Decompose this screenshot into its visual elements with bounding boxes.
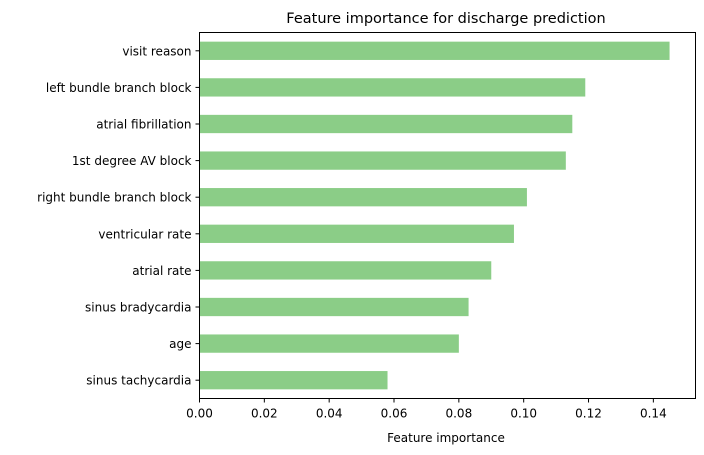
- y-tick-label-age: age: [169, 337, 191, 351]
- y-tick-label-ventricular-rate: ventricular rate: [98, 227, 191, 241]
- bar-ventricular-rate: [199, 224, 514, 243]
- x-tick-label: 0.08: [445, 407, 472, 421]
- x-tick-label: 0.06: [381, 407, 408, 421]
- y-tick-label-atrial-fibrillation: atrial fibrillation: [96, 118, 191, 132]
- y-axis-ticks: visit reason left bundle branch block atri…: [37, 44, 200, 388]
- bar-1st-degree-av-block: [199, 151, 566, 170]
- x-tick-label: 0.04: [316, 407, 343, 421]
- bar-age: [199, 334, 459, 353]
- y-tick-label-sinus-tachycardia: sinus tachycardia: [86, 374, 191, 388]
- bar-sinus-bradycardia: [199, 297, 469, 317]
- bar-sinus-tachycardia: [199, 371, 388, 390]
- x-axis-ticks: 0.00 0.02 0.04 0.06 0.08 0.10 0.12 0.14: [186, 398, 667, 421]
- x-tick-label: 0.02: [251, 407, 278, 421]
- bar-left-bundle-branch-block: [199, 78, 586, 97]
- x-tick-label: 0.14: [640, 407, 667, 421]
- y-tick-label-left-bundle-branch-block: left bundle branch block: [46, 81, 192, 95]
- y-tick-label-1st-degree-av-block: 1st degree AV block: [72, 154, 192, 168]
- bars-group: [199, 41, 670, 390]
- x-tick-label: 0.00: [186, 407, 213, 421]
- bar-atrial-fibrillation: [199, 114, 573, 134]
- x-tick-label: 0.10: [510, 407, 537, 421]
- y-tick-label-visit-reason: visit reason: [122, 44, 191, 58]
- bar-atrial-rate: [199, 261, 492, 280]
- plot-frame: [199, 32, 696, 399]
- x-tick-label: 0.12: [575, 407, 602, 421]
- bar-right-bundle-branch-block: [199, 188, 527, 207]
- chart-title: Feature importance for discharge predict…: [286, 11, 605, 27]
- y-tick-label-sinus-bradycardia: sinus bradycardia: [85, 301, 191, 315]
- bar-visit-reason: [199, 41, 670, 60]
- x-axis-label: Feature importance: [387, 431, 505, 445]
- y-tick-label-atrial-rate: atrial rate: [132, 264, 191, 278]
- y-tick-label-right-bundle-branch-block: right bundle branch block: [37, 191, 191, 205]
